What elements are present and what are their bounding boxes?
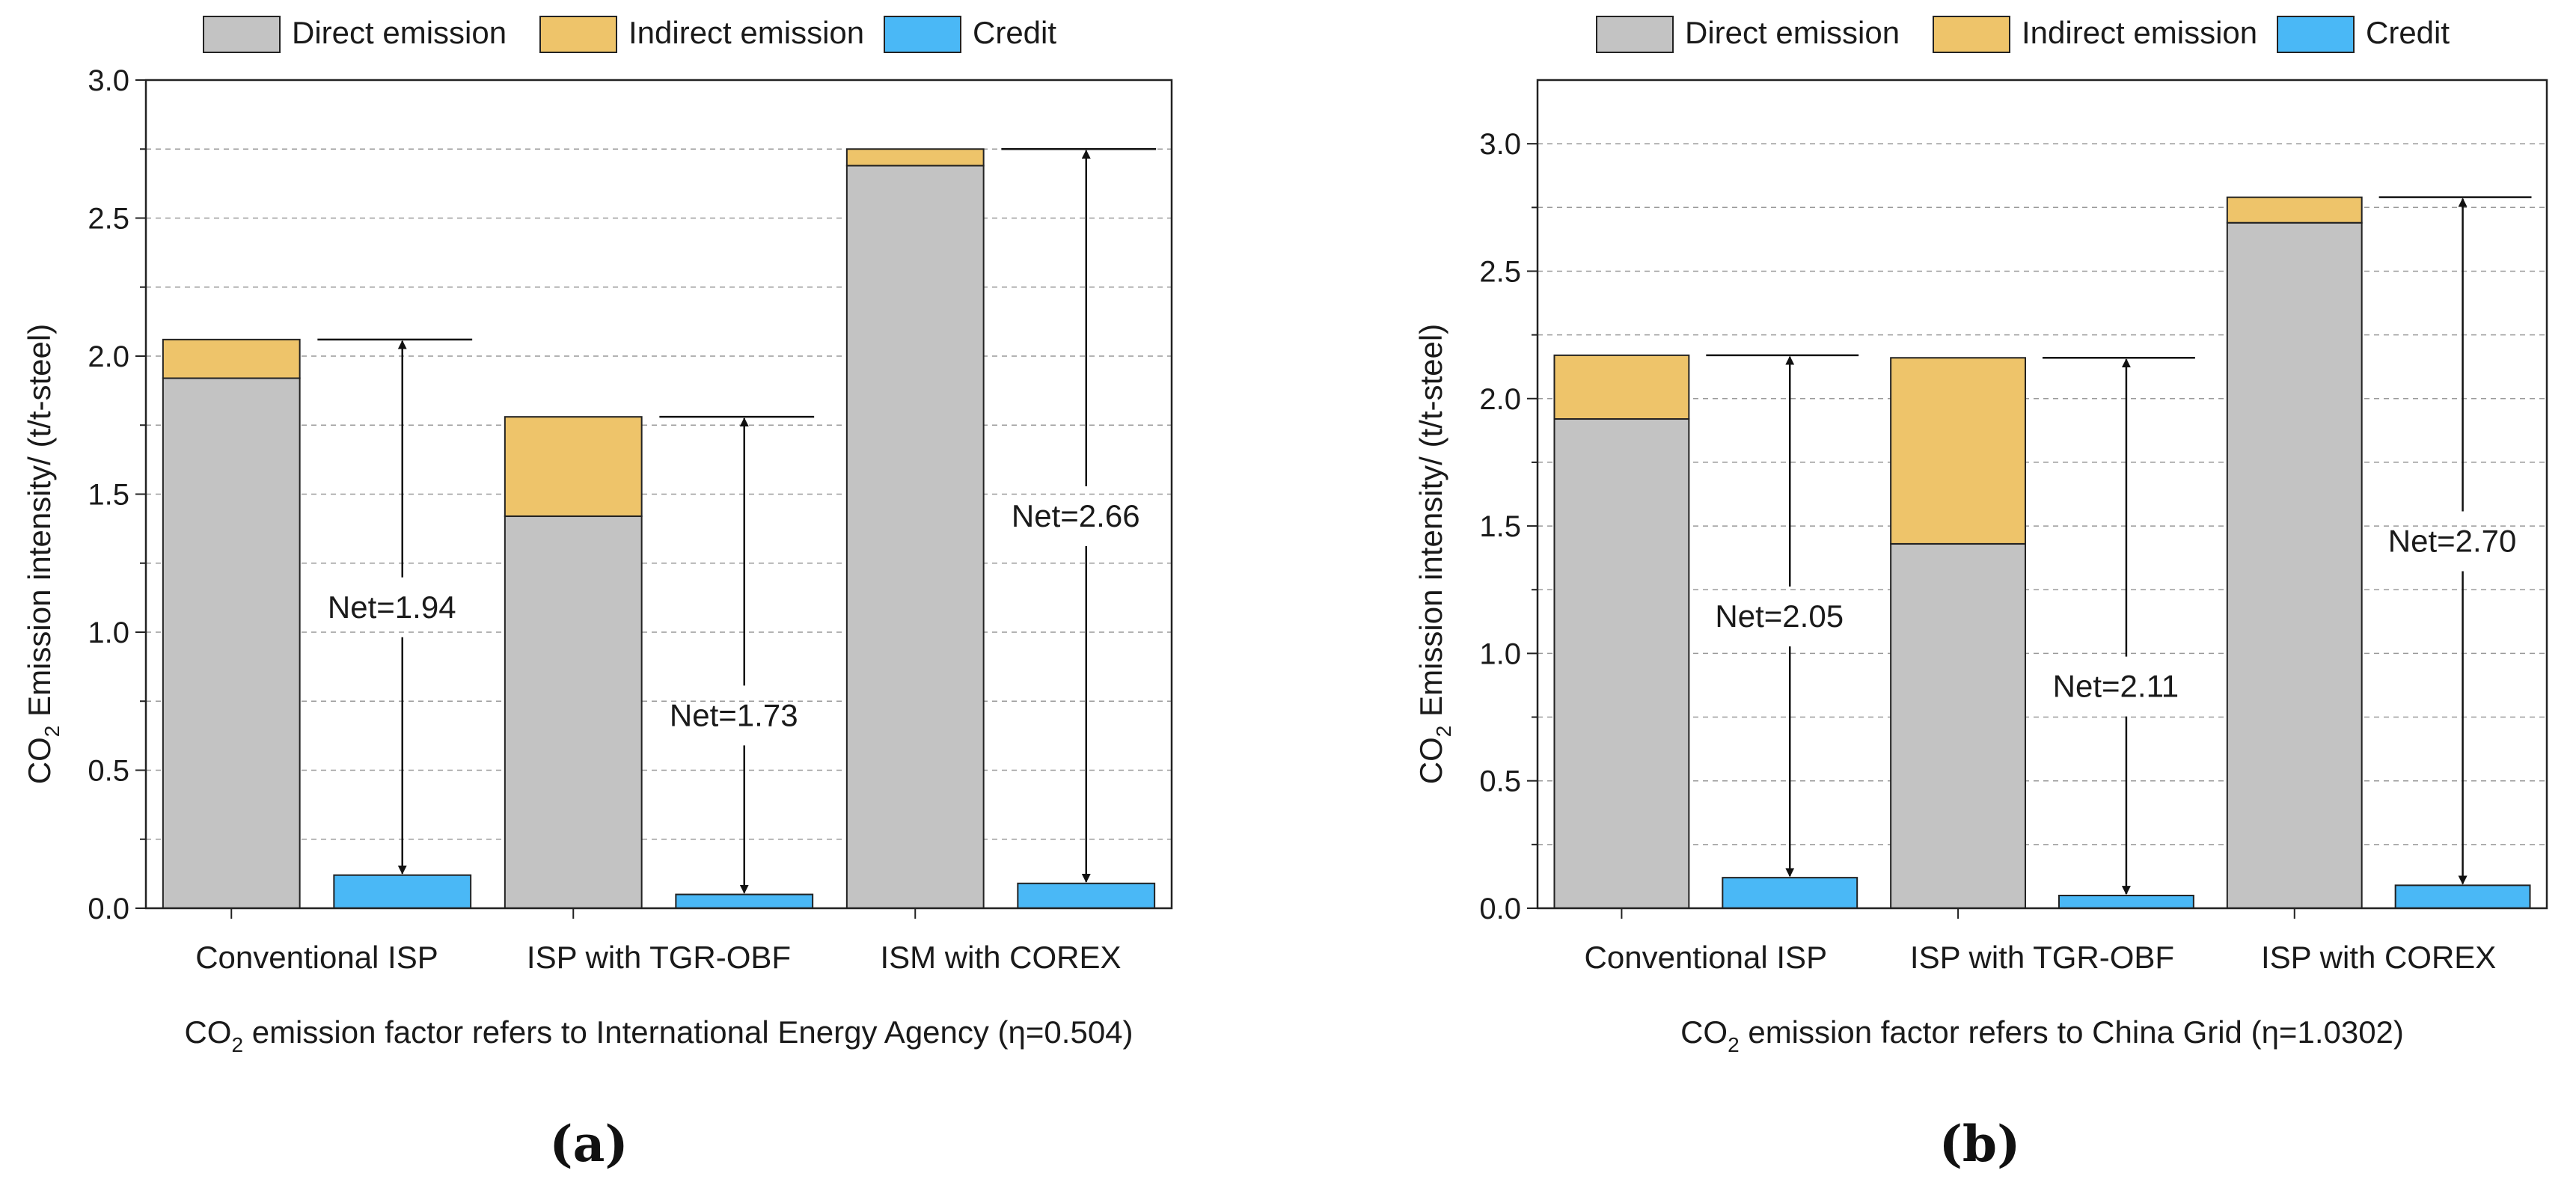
legend-label: Direct emission	[292, 15, 507, 50]
legend-swatch	[203, 16, 281, 53]
bar-indirect-emission	[1890, 357, 2027, 545]
legend-label: Credit	[973, 15, 1056, 50]
bar-indirect-emission	[1553, 354, 1690, 420]
x-axis-title: CO2 emission factor refers to China Grid…	[1680, 1014, 2404, 1056]
x-category-label: ISP with TGR-OBF	[1910, 940, 2174, 975]
y-tick-label: 3.0	[88, 64, 129, 97]
panel-label-a: (a)	[549, 1115, 628, 1173]
chart-panel-a: 0.0 0.5 1.0 1.5 2.0 2.5 3.0 Net=1.94 Conventiona…	[22, 15, 1173, 1056]
bar-direct-emission	[1553, 418, 1690, 909]
y-tick-label: 1.0	[88, 616, 129, 649]
plot-frame	[1536, 79, 2548, 910]
y-tick-label: 3.0	[1479, 128, 1521, 161]
bar-credit	[2058, 894, 2194, 910]
y-tick-label: 0.5	[88, 755, 129, 788]
y-tick-label: 1.5	[88, 479, 129, 512]
bar-indirect-emission	[504, 416, 643, 518]
legend-label: Direct emission	[1685, 15, 1900, 50]
y-tick-label: 2.0	[1479, 383, 1521, 416]
net-label: Net=2.70	[2388, 524, 2517, 559]
bar-credit	[333, 874, 472, 909]
x-axis-title: CO2 emission factor refers to Internatio…	[184, 1014, 1133, 1056]
bar-direct-emission	[504, 515, 643, 909]
x-category-label: ISP with COREX	[2261, 940, 2496, 975]
bar-direct-emission	[2226, 221, 2363, 909]
bar-indirect-emission	[2226, 196, 2363, 224]
net-label: Net=2.11	[2053, 669, 2179, 704]
y-tick-label: 2.0	[88, 340, 129, 373]
chart-panel-b: 0.0 0.5 1.0 1.5 2.0 2.5 3.0 Net=2.05 Conventiona…	[1413, 15, 2548, 1056]
y-tick-label: 1.5	[1479, 510, 1521, 543]
y-axis-title-group: CO2 Emission intensity/ (t/t-steel)	[1413, 324, 1455, 784]
plot-frame	[144, 79, 1173, 910]
panel-label-b: (b)	[1939, 1115, 2021, 1173]
y-axis-title-group: CO2 Emission intensity/ (t/t-steel)	[22, 324, 64, 784]
y-tick-label: 1.0	[1479, 637, 1521, 670]
y-tick-label: 0.0	[1479, 893, 1521, 925]
bar-direct-emission	[845, 165, 985, 909]
legend-swatch	[1933, 16, 2010, 53]
y-tick-label: 0.0	[88, 893, 129, 925]
legend-label: Indirect emission	[2022, 15, 2257, 50]
net-label: Net=2.66	[1012, 498, 1140, 533]
bar-indirect-emission	[845, 148, 985, 167]
bar-direct-emission	[162, 377, 301, 909]
legend-label: Credit	[2366, 15, 2450, 50]
bar-direct-emission	[1890, 542, 2027, 909]
net-label: Net=2.05	[1715, 599, 1844, 634]
legend-swatch	[539, 16, 617, 53]
y-tick-label: 0.5	[1479, 765, 1521, 798]
legend-swatch	[1596, 16, 1674, 53]
legend-swatch	[884, 16, 961, 53]
y-axis-title: CO2 Emission intensity/ (t/t-steel)	[1413, 324, 1455, 784]
bar-credit	[1017, 882, 1156, 910]
x-category-label: ISP with TGR-OBF	[527, 940, 791, 975]
bar-credit	[2394, 884, 2531, 909]
legend: Direct emission Indirect emission Credit	[1596, 15, 2450, 53]
x-category-label: Conventional ISP	[195, 940, 438, 975]
net-label: Net=1.73	[670, 697, 798, 732]
legend-label: Indirect emission	[628, 15, 864, 50]
x-category-label: Conventional ISP	[1585, 940, 1828, 975]
net-label: Net=1.94	[328, 590, 456, 625]
y-axis-title: CO2 Emission intensity/ (t/t-steel)	[22, 324, 64, 784]
bar-credit	[1722, 877, 1858, 909]
bar-credit	[675, 893, 814, 910]
legend: Direct emission Indirect emission Credit	[203, 15, 1056, 53]
bar-indirect-emission	[162, 338, 301, 379]
y-tick-label: 2.5	[1479, 255, 1521, 288]
y-tick-label: 2.5	[88, 203, 129, 236]
legend-swatch	[2277, 16, 2355, 53]
x-category-label: ISM with COREX	[880, 940, 1121, 975]
